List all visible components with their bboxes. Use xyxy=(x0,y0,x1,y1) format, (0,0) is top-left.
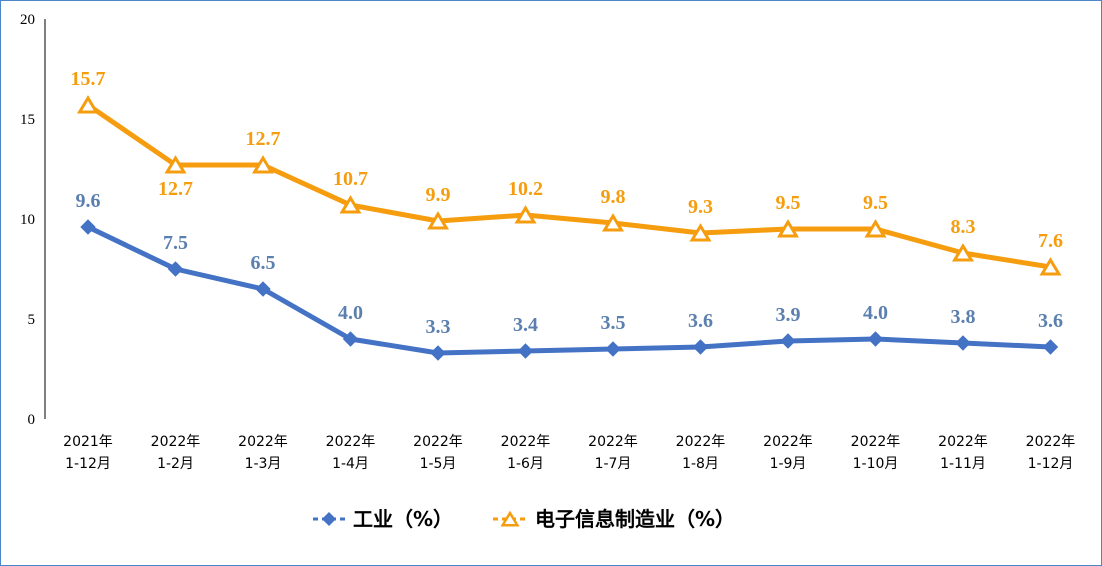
x-tick-label: 2022年 1-9月 xyxy=(763,434,813,472)
legend: 工业（%） 电子信息制造业（%） xyxy=(313,507,735,531)
data-point-industry xyxy=(692,339,709,355)
data-label-industry: 3.4 xyxy=(513,314,538,336)
data-label-industry: 3.6 xyxy=(1038,310,1063,332)
data-label-electronics: 8.3 xyxy=(951,216,976,238)
x-tick-labels: 2021年 1-12月 2022年 1-2月 2022年 1-3月 2022年 1-4月 202… xyxy=(63,434,1075,472)
data-label-electronics: 9.9 xyxy=(426,184,451,206)
data-label-electronics: 9.8 xyxy=(601,186,626,208)
data-label-industry: 3.5 xyxy=(601,312,626,334)
x-tick-label: 2022年 1-11月 xyxy=(938,434,988,472)
data-point-electronics xyxy=(689,223,712,242)
x-tick-label: 2022年 1-5月 xyxy=(413,434,463,472)
data-point-electronics xyxy=(514,205,537,224)
series-line-electronics xyxy=(85,102,1053,270)
data-label-industry: 3.3 xyxy=(426,316,451,338)
x-tick-label: 2021年 1-12月 xyxy=(63,434,113,472)
data-labels: 9.6 7.5 6.5 4.0 3.3 3.4 3.5 3.6 3.9 4.0 3.8 3.6 15.7… xyxy=(71,68,1064,338)
x-tick-label: 2022年 1-7月 xyxy=(588,434,638,472)
data-point-electronics xyxy=(951,243,975,262)
legend-label-electronics: 电子信息制造业（%） xyxy=(535,507,735,531)
data-point-electronics xyxy=(164,155,187,174)
data-label-electronics: 10.7 xyxy=(333,168,368,190)
data-point-electronics xyxy=(426,211,450,230)
x-tick-label: 2022年 1-8月 xyxy=(676,434,726,472)
data-label-industry: 7.5 xyxy=(163,232,188,254)
data-label-industry: 4.0 xyxy=(338,302,363,324)
legend-marker-industry xyxy=(322,512,336,526)
series-line-industry xyxy=(85,224,1053,356)
data-point-industry xyxy=(1042,339,1059,355)
data-point-electronics xyxy=(1039,257,1062,276)
data-point-industry xyxy=(517,343,534,359)
x-tick-label: 2022年 1-2月 xyxy=(151,434,201,472)
data-label-electronics: 9.5 xyxy=(863,192,888,214)
data-point-industry xyxy=(605,341,621,357)
legend-marker-electronics xyxy=(500,510,520,527)
data-label-industry: 3.9 xyxy=(776,304,801,326)
data-point-industry xyxy=(955,335,971,351)
x-tick-label: 2022年 1-3月 xyxy=(238,434,288,472)
data-label-electronics: 15.7 xyxy=(71,68,106,90)
x-tick-label: 2022年 1-12月 xyxy=(1026,434,1076,472)
y-tick-label: 0 xyxy=(28,412,36,428)
legend-label-industry: 工业（%） xyxy=(353,507,453,531)
data-point-industry xyxy=(167,261,184,277)
data-label-electronics: 12.7 xyxy=(158,178,193,200)
series-group xyxy=(76,95,1062,361)
data-point-industry xyxy=(430,345,446,361)
data-label-industry: 3.6 xyxy=(688,310,713,332)
data-point-electronics xyxy=(76,95,100,114)
data-label-industry: 6.5 xyxy=(251,252,276,274)
data-label-industry: 4.0 xyxy=(863,302,888,324)
y-tick-labels: 0 5 10 15 20 xyxy=(20,12,35,428)
data-point-industry xyxy=(255,281,271,297)
data-label-industry: 3.8 xyxy=(951,306,976,328)
x-tick-label: 2022年 1-6月 xyxy=(501,434,551,472)
x-tick-label: 2022年 1-4月 xyxy=(326,434,376,472)
data-label-electronics: 10.2 xyxy=(508,178,543,200)
data-label-electronics: 12.7 xyxy=(246,128,281,150)
data-point-electronics xyxy=(251,155,275,174)
data-point-electronics xyxy=(864,219,887,238)
data-label-electronics: 9.3 xyxy=(688,196,713,218)
data-point-electronics xyxy=(776,219,800,238)
data-point-industry xyxy=(867,331,884,347)
y-tick-label: 15 xyxy=(20,112,35,128)
data-point-electronics xyxy=(339,195,362,214)
y-tick-label: 10 xyxy=(20,212,35,228)
data-label-electronics: 7.6 xyxy=(1038,230,1063,252)
y-tick-label: 5 xyxy=(28,312,36,328)
data-point-electronics xyxy=(601,213,625,232)
data-label-electronics: 9.5 xyxy=(776,192,801,214)
data-point-industry xyxy=(780,333,796,349)
data-point-industry xyxy=(80,219,96,235)
data-point-industry xyxy=(342,331,359,347)
y-tick-label: 20 xyxy=(20,12,35,28)
data-label-industry: 9.6 xyxy=(76,190,101,212)
x-tick-label: 2022年 1-10月 xyxy=(851,434,901,472)
